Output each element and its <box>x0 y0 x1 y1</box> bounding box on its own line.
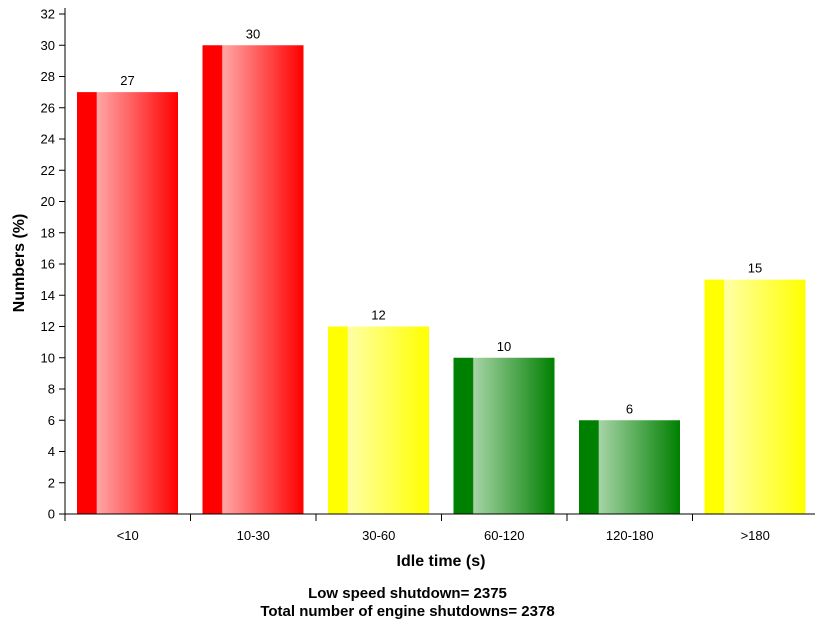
low-speed-shutdown-note: Low speed shutdown= 2375 <box>308 585 507 602</box>
bar-10 <box>77 92 178 514</box>
bar-60-120 <box>453 357 555 514</box>
bar-value-label: 10 <box>497 339 511 354</box>
bar-120-180 <box>579 420 680 514</box>
y-tick-label: 8 <box>48 382 55 397</box>
y-tick-label: 10 <box>41 350 55 365</box>
axes-layer <box>59 8 815 521</box>
x-tick-label: 10-30 <box>237 528 270 543</box>
x-tick-label: 120-180 <box>606 528 654 543</box>
y-tick-label: 28 <box>41 69 55 84</box>
bar-180 <box>704 279 806 514</box>
y-axis-title: Numbers (%) <box>11 214 28 313</box>
y-tick-label: 32 <box>41 7 55 22</box>
x-tick-label: 60-120 <box>484 528 524 543</box>
total-shutdowns-note: Total number of engine shutdowns= 2378 <box>260 603 555 620</box>
y-tick-label: 0 <box>48 507 55 522</box>
y-tick-label: 14 <box>41 288 55 303</box>
x-tick-label: <10 <box>117 528 139 543</box>
bar-10-30 <box>202 45 304 514</box>
bar-value-label: 12 <box>371 308 385 323</box>
labels-layer: 27 <10 30 10-30 12 30-60 10 60-120 6 120-180 15 >18… <box>41 7 770 544</box>
y-tick-label: 24 <box>41 132 55 147</box>
x-axis-title: Idle time (s) <box>397 553 486 570</box>
x-tick-label: 30-60 <box>362 528 395 543</box>
y-tick-label: 30 <box>41 38 55 53</box>
y-tick-label: 6 <box>48 413 55 428</box>
bar-30-60 <box>328 326 429 514</box>
y-tick-label: 4 <box>48 444 55 459</box>
bar-value-label: 15 <box>748 261 762 276</box>
y-tick-label: 16 <box>41 257 55 272</box>
y-tick-label: 2 <box>48 475 55 490</box>
y-tick-label: 22 <box>41 163 55 178</box>
bar-value-label: 30 <box>246 26 260 41</box>
bars-layer <box>77 45 806 514</box>
y-tick-label: 12 <box>41 319 55 334</box>
x-tick-label: >180 <box>741 528 770 543</box>
y-tick-label: 20 <box>41 194 55 209</box>
y-tick-label: 26 <box>41 100 55 115</box>
bar-value-label: 6 <box>626 401 633 416</box>
bar-value-label: 27 <box>120 73 134 88</box>
y-tick-label: 18 <box>41 225 55 240</box>
